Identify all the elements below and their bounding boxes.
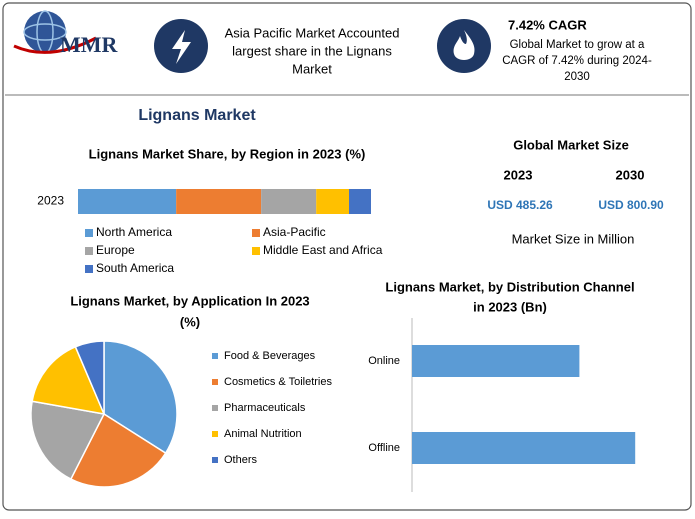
logo: MMR bbox=[13, 10, 119, 57]
bar-segment bbox=[78, 189, 177, 214]
legend-label: South America bbox=[96, 261, 174, 275]
pie-slice bbox=[30, 400, 106, 481]
info-text: Asia Pacific Market Accounted bbox=[225, 25, 400, 40]
pie-slice bbox=[74, 340, 105, 415]
size-year: 2030 bbox=[616, 167, 645, 182]
bar-segment bbox=[316, 189, 350, 214]
bar bbox=[412, 432, 636, 464]
legend-swatch bbox=[85, 247, 93, 255]
size-title: Global Market Size bbox=[513, 137, 629, 152]
legend-label: North America bbox=[96, 225, 172, 239]
cagr-title: 7.42% CAGR bbox=[508, 17, 587, 32]
bar bbox=[412, 345, 580, 377]
page-title: Lignans Market bbox=[138, 107, 256, 124]
chart-title: Lignans Market Share, by Region in 2023 … bbox=[89, 146, 366, 161]
legend-label: Asia-Pacific bbox=[263, 225, 326, 239]
legend-swatch bbox=[212, 457, 218, 463]
legend-label: Pharmaceuticals bbox=[224, 402, 306, 414]
frame bbox=[2, 2, 692, 511]
info-text: largest share in the Lignans bbox=[232, 43, 392, 58]
legend-label: Cosmetics & Toiletries bbox=[224, 376, 332, 388]
legend-swatch bbox=[85, 265, 93, 273]
legend-label: Animal Nutrition bbox=[224, 428, 302, 440]
y-tick-label: 2023 bbox=[37, 194, 64, 208]
legend-swatch bbox=[85, 229, 93, 237]
legend-swatch bbox=[212, 431, 218, 437]
chart-title: Lignans Market, by Application In 2023 bbox=[70, 293, 309, 308]
legend-label: Others bbox=[224, 454, 258, 466]
info-text: 2030 bbox=[564, 71, 590, 83]
flame bbox=[453, 30, 475, 60]
pie-slice bbox=[31, 345, 106, 415]
legend-swatch bbox=[212, 379, 218, 385]
y-tick-label: Online bbox=[368, 355, 400, 367]
info-text: Global Market to grow at a bbox=[510, 39, 645, 51]
y-tick-label: Offline bbox=[368, 442, 400, 454]
size-value: USD 800.90 bbox=[598, 198, 664, 212]
logo-text: MMR bbox=[60, 32, 119, 57]
chart-title: (%) bbox=[180, 314, 200, 329]
bar-segment bbox=[261, 189, 317, 214]
chart-title: in 2023 (Bn) bbox=[473, 299, 547, 314]
pie-slice bbox=[69, 412, 167, 488]
chart-title: Lignans Market, by Distribution Channel bbox=[385, 279, 634, 294]
legend-label: Middle East and Africa bbox=[263, 243, 383, 257]
legend-swatch bbox=[212, 405, 218, 411]
size-year: 2023 bbox=[504, 167, 533, 182]
legend-swatch bbox=[252, 229, 260, 237]
size-value: USD 485.26 bbox=[487, 198, 553, 212]
legend-swatch bbox=[212, 353, 218, 359]
bolt bbox=[172, 30, 191, 64]
bar-segment bbox=[176, 189, 262, 214]
legend-label: Food & Beverages bbox=[224, 350, 316, 362]
bar-segment bbox=[349, 189, 371, 214]
legend-label: Europe bbox=[96, 243, 135, 257]
info-text: Market bbox=[292, 61, 332, 76]
legend-swatch bbox=[252, 247, 260, 255]
size-note: Market Size in Million bbox=[512, 231, 635, 246]
info-text: CAGR of 7.42% during 2024- bbox=[502, 55, 652, 67]
